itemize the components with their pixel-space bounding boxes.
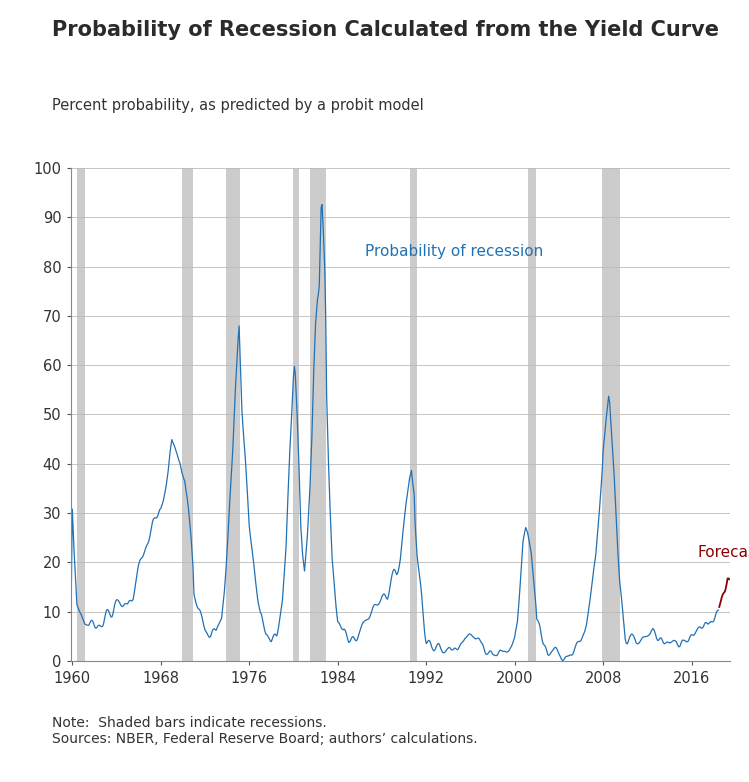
Text: Note:  Shaded bars indicate recessions.
Sources: NBER, Federal Reserve Board; au: Note: Shaded bars indicate recessions. S… <box>52 716 478 746</box>
Bar <box>226 168 240 661</box>
Bar <box>410 168 417 661</box>
Bar <box>77 168 85 661</box>
Text: Forecast: Forecast <box>697 545 749 560</box>
Text: Probability of recession: Probability of recession <box>366 245 544 260</box>
Bar <box>527 168 536 661</box>
Bar <box>182 168 193 661</box>
Bar <box>310 168 326 661</box>
Bar <box>602 168 619 661</box>
Text: Percent probability, as predicted by a probit model: Percent probability, as predicted by a p… <box>52 98 424 113</box>
Text: Probability of Recession Calculated from the Yield Curve: Probability of Recession Calculated from… <box>52 20 720 40</box>
Bar <box>294 168 299 661</box>
